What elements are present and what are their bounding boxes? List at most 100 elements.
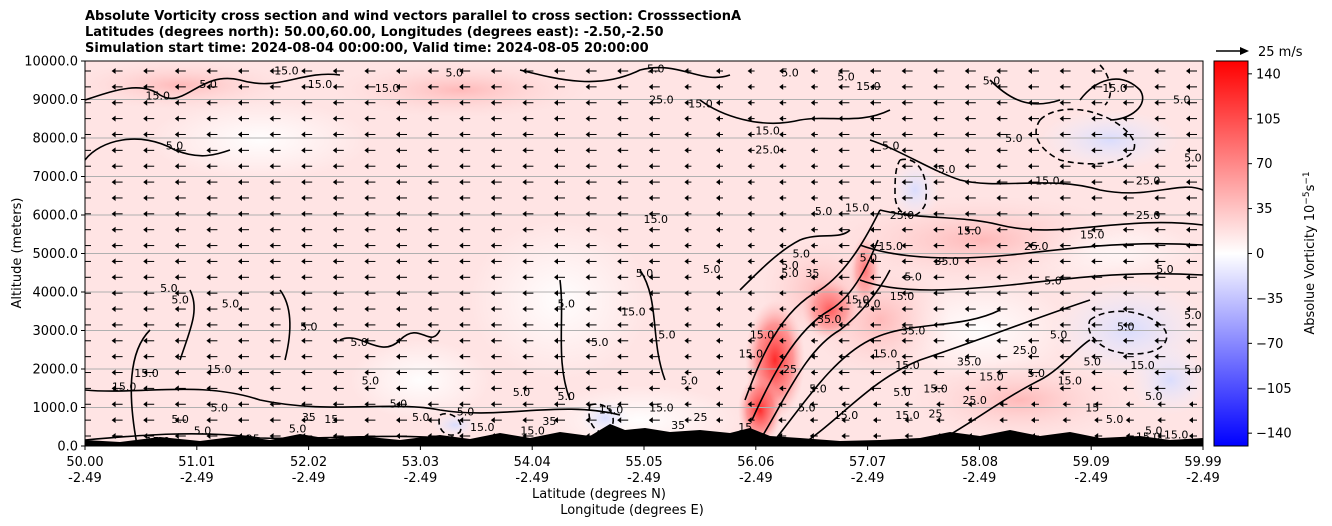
wind-arrow xyxy=(1028,242,1039,249)
wind-arrow xyxy=(1186,194,1197,201)
wind-arrow xyxy=(617,274,629,281)
wind-arrow xyxy=(427,163,439,170)
wind-arrow xyxy=(648,226,660,233)
wind-arrow xyxy=(459,194,471,201)
wind-arrow xyxy=(396,68,407,74)
wind-arrow xyxy=(1186,306,1197,313)
wind-arrow xyxy=(459,179,471,186)
wind-arrow xyxy=(364,131,376,138)
wind-arrow xyxy=(1028,353,1039,360)
wind-arrow xyxy=(143,99,155,106)
wind-arrow xyxy=(143,353,155,360)
positive-region xyxy=(910,360,1130,440)
contour-label: 5.0 xyxy=(199,78,217,91)
contour-label: 5.0 xyxy=(1184,151,1202,164)
wind-arrow xyxy=(1028,210,1039,217)
wind-arrow xyxy=(779,242,787,249)
wind-arrow xyxy=(936,417,945,424)
x-tick-label-lon: -2.49 xyxy=(739,471,773,486)
wind-arrow xyxy=(332,99,344,106)
wind-arrow xyxy=(238,210,249,217)
wind-arrow xyxy=(838,210,850,217)
contour-label: 5.0 xyxy=(904,271,922,284)
wind-arrow xyxy=(269,131,281,138)
wind-arrow xyxy=(747,163,755,170)
wind-arrow xyxy=(747,99,755,106)
wind-arrow xyxy=(617,99,629,106)
x-tick-label-lat: 59.99 xyxy=(1184,455,1221,470)
wind-arrow xyxy=(1094,417,1103,424)
x-tick-label-lat: 55.05 xyxy=(625,455,662,470)
wind-arrow xyxy=(617,337,629,344)
contour-label: 5.0 xyxy=(1173,94,1191,107)
wind-arrow xyxy=(870,258,881,265)
wind-arrow xyxy=(870,115,881,122)
wind-arrow xyxy=(684,369,692,376)
wind-arrow xyxy=(238,306,249,313)
wind-arrow xyxy=(427,226,439,233)
wind-arrow xyxy=(143,147,155,154)
contour-label: 15.0 xyxy=(375,82,400,95)
contour-line xyxy=(859,272,1203,291)
wind-arrow xyxy=(143,337,155,344)
wind-arrow xyxy=(1091,369,1103,376)
wind-arrow xyxy=(810,321,818,328)
wind-arrow xyxy=(779,226,787,233)
wind-arrow xyxy=(364,306,376,313)
x-tick-label-lat: 57.07 xyxy=(849,455,886,470)
wind-arrow xyxy=(1122,321,1134,328)
wind-arrow xyxy=(1154,115,1166,122)
wind-arrow xyxy=(1186,83,1197,90)
wind-arrow xyxy=(1186,290,1197,297)
wind-arrow xyxy=(522,369,534,376)
wind-arrow xyxy=(143,163,155,170)
contour-label: 5.0 xyxy=(289,423,307,436)
wind-arrow xyxy=(111,353,123,360)
wind-arrow xyxy=(964,353,976,360)
wind-arrow xyxy=(716,242,723,249)
contour-label: 5.0 xyxy=(815,205,833,218)
wind-arrow xyxy=(174,274,186,281)
contour-label: 15.0 xyxy=(207,363,232,376)
wind-arrow xyxy=(269,353,281,360)
wind-arrow xyxy=(617,179,629,186)
wind-arrow xyxy=(1094,401,1103,408)
wind-arrow xyxy=(1157,417,1166,424)
wind-arrow xyxy=(1059,369,1071,376)
contour-label: 15.0 xyxy=(845,201,870,214)
wind-arrow xyxy=(1186,131,1197,138)
wind-arrow xyxy=(1059,68,1071,74)
contour-label: 25.0 xyxy=(1136,174,1161,187)
wind-arrow xyxy=(747,337,755,344)
weak-region xyxy=(470,220,650,380)
wind-arrow xyxy=(1122,194,1134,201)
negative-contours xyxy=(438,64,1168,436)
wind-arrow xyxy=(964,131,976,138)
wind-arrow xyxy=(1122,258,1134,265)
wind-arrow xyxy=(490,258,502,265)
contour-line xyxy=(130,329,151,446)
wind-arrow xyxy=(396,163,407,170)
contour-label: 5.0 xyxy=(457,405,475,418)
wind-arrow xyxy=(143,68,155,74)
wind-arrow xyxy=(522,258,534,265)
wind-arrow xyxy=(747,321,755,328)
x-tick-label-lon: -2.49 xyxy=(851,471,885,486)
wind-arrow xyxy=(522,115,534,122)
wind-arrow xyxy=(111,306,123,313)
wind-arrow xyxy=(933,194,945,201)
wind-arrow xyxy=(206,99,218,106)
wind-arrow xyxy=(174,242,186,249)
wind-arrow xyxy=(964,163,976,170)
contour-label: 15.0 xyxy=(145,90,170,103)
wind-arrow xyxy=(522,274,534,281)
wind-arrow xyxy=(459,115,471,122)
contour-label: 15.0 xyxy=(856,80,881,93)
wind-arrow xyxy=(522,321,534,328)
wind-arrow xyxy=(933,385,945,392)
wind-arrow xyxy=(617,131,629,138)
wind-arrow xyxy=(1154,99,1166,106)
wind-arrow xyxy=(206,306,218,313)
wind-arrow xyxy=(206,147,218,154)
wind-arrow xyxy=(964,369,976,376)
